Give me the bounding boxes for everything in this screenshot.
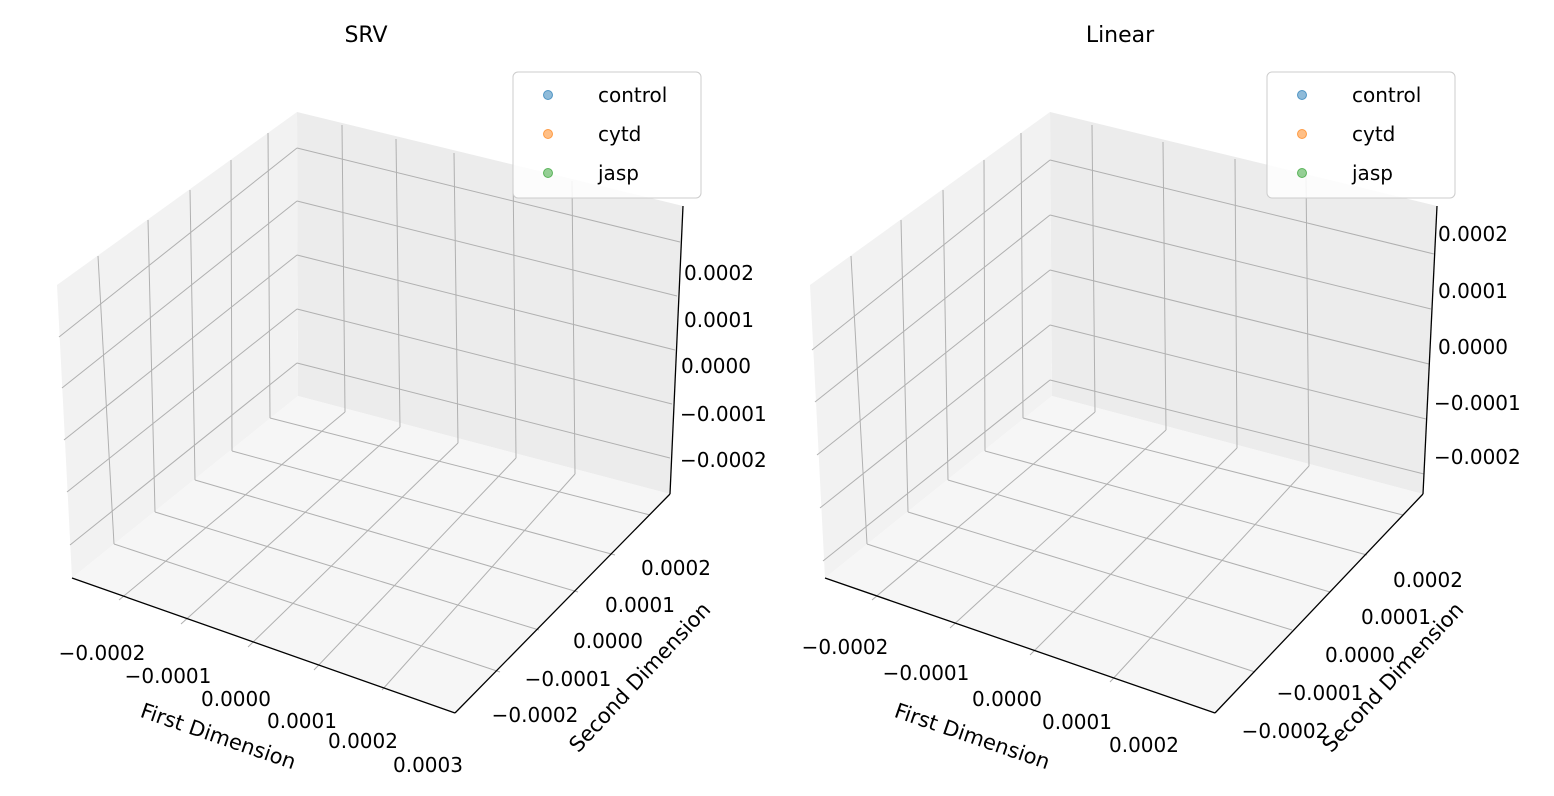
chart-linear: Linear [802,23,1521,774]
legend-marker [1297,168,1307,178]
x-tick-label: 0.0002 [328,729,398,753]
y-tick-label: −0.0002 [1242,719,1329,743]
chart-title: Linear [1086,23,1155,48]
y-tick-labels: −0.0002 −0.0001 0.0000 0.0001 0.0002 [492,556,711,727]
y-tick-label: 0.0000 [573,629,643,653]
axes-panes [810,112,1437,713]
legend-marker [1297,90,1307,100]
z-tick-label: 0.0000 [1438,335,1508,359]
x-tick-labels: −0.0002 −0.0001 0.0000 0.0001 0.0002 0.0… [59,641,463,777]
y-tick-label: −0.0002 [492,703,579,727]
x-tick-label: 0.0002 [1109,733,1179,757]
legend-label: cytd [1352,122,1395,146]
back-pane [1050,112,1437,494]
y-tick-label: −0.0001 [525,667,612,691]
axis-lines [71,205,684,714]
y-tick-label: 0.0002 [1393,568,1463,592]
grid-lines [811,124,1435,683]
z-tick-label: 0.0002 [1438,222,1508,246]
y-tick-label: 0.0000 [1325,643,1395,667]
z-tick-labels: −0.0002 −0.0001 0.0000 0.0001 0.0002 [680,261,767,472]
axes-panes [57,112,683,713]
left-pane [810,112,1052,578]
x-tick-label: −0.0002 [59,641,146,665]
legend-marker [543,90,553,100]
y-tick-label: 0.0002 [641,556,711,580]
x-tick-label: 0.0003 [393,753,463,777]
y-tick-label: 0.0001 [605,593,675,617]
z-tick-label: −0.0001 [1434,391,1521,415]
y-tick-label: 0.0001 [1361,605,1431,629]
x-tick-label: 0.0000 [201,687,271,711]
legend-box [512,71,702,199]
z-tick-label: 0.0001 [1438,279,1508,303]
x-tick-label: −0.0001 [883,661,970,685]
z-tick-labels: 0.0002 0.0001 0.0000 −0.0001 −0.0002 [1434,222,1521,469]
y-tick-label: −0.0001 [1277,681,1364,705]
z-tick-label: 0.0000 [681,354,751,378]
x-tick-label: −0.0001 [125,664,212,688]
z-tick-label: −0.0002 [1434,445,1521,469]
left-pane [57,112,298,578]
x-tick-label: 0.0000 [972,687,1042,711]
chart-srv: SRV [57,23,767,777]
floor-pane [72,396,670,713]
legend-label: control [598,83,667,107]
z-tick-label: 0.0002 [684,261,754,285]
legend-label: cytd [598,122,641,146]
x-tick-label: 0.0001 [1042,710,1112,734]
z-tick-label: −0.0002 [680,448,767,472]
legend-marker [543,129,553,139]
grid-lines [58,124,681,691]
z-tick-label: −0.0001 [680,402,767,426]
legend-label: jasp [1351,161,1393,185]
x-tick-labels: −0.0002 −0.0001 0.0000 0.0001 0.0002 [802,635,1179,757]
floor-pane [825,396,1423,713]
legend-label: control [1352,83,1421,107]
z-tick-label: 0.0001 [684,308,754,332]
axis-lines [824,205,1438,714]
legend-box [1266,71,1456,199]
x-tick-label: −0.0002 [802,635,889,659]
x-tick-label: 0.0001 [267,709,337,733]
chart-title: SRV [344,23,387,48]
legend-marker [543,168,553,178]
legend: control cytd jasp [512,71,702,199]
legend: control cytd jasp [1266,71,1456,199]
legend-marker [1297,129,1307,139]
legend-label: jasp [597,161,639,185]
y-tick-labels: −0.0002 −0.0001 0.0000 0.0001 0.0002 [1242,568,1463,743]
